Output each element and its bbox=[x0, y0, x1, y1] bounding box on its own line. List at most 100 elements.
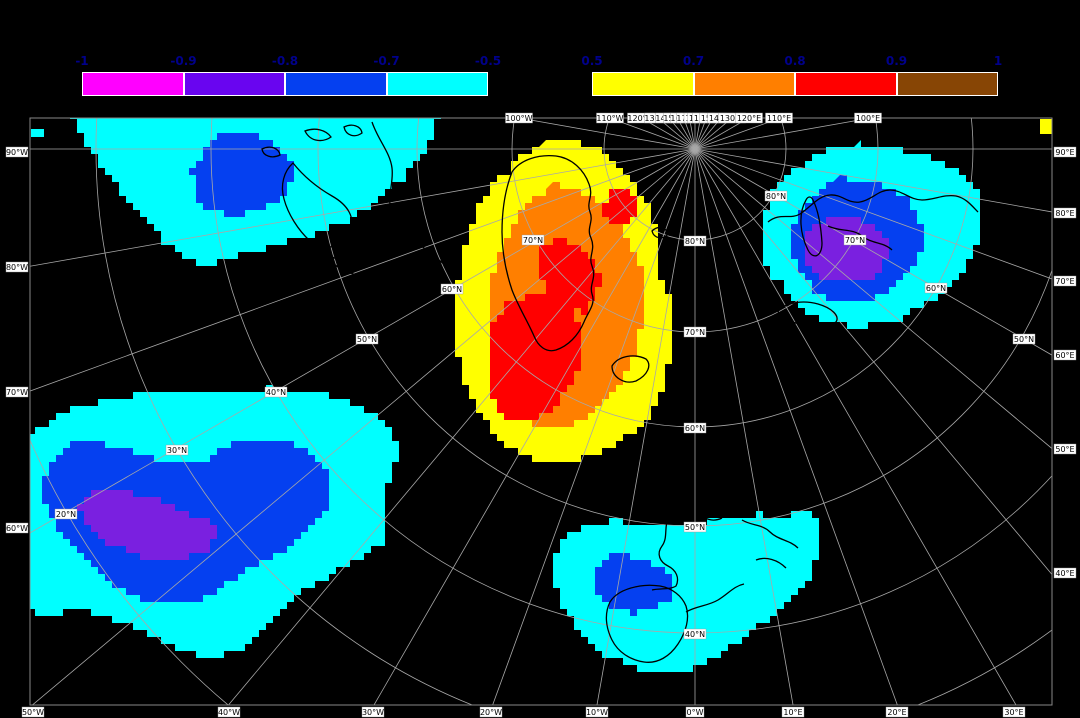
grid-label: 0°W bbox=[685, 706, 705, 718]
colorbar-negative-segment bbox=[386, 72, 488, 96]
svg-text:60°N: 60°N bbox=[685, 424, 705, 433]
colorbar-positive-tick-label: 0.5 bbox=[581, 54, 603, 68]
svg-text:70°N: 70°N bbox=[685, 328, 705, 337]
grid-label: 40°W bbox=[217, 706, 241, 718]
meridian-line bbox=[694, 118, 874, 150]
grid-label: 60°E bbox=[1053, 349, 1077, 361]
grid-label: 100°W bbox=[505, 112, 533, 124]
coastline-path bbox=[281, 162, 353, 248]
svg-text:40°N: 40°N bbox=[685, 630, 705, 639]
grid-label: 10°W bbox=[585, 706, 609, 718]
coastline-path bbox=[651, 226, 669, 239]
grid-label: 60°N bbox=[683, 422, 707, 434]
region-greenland-red-south bbox=[490, 294, 581, 427]
colorbar-positive-tick-label: 1 bbox=[993, 54, 1003, 68]
svg-text:50°N: 50°N bbox=[685, 523, 705, 532]
meridian-line bbox=[596, 148, 696, 705]
colorbar-negative-segment bbox=[183, 72, 285, 96]
meridian-line bbox=[694, 118, 750, 150]
grid-label: 70°W bbox=[5, 386, 29, 398]
colorbar-positive-segment bbox=[592, 72, 694, 96]
meridian-line bbox=[694, 118, 733, 150]
colorbar-positive-tick-label: 0.7 bbox=[682, 54, 705, 68]
svg-text:70°N: 70°N bbox=[523, 236, 543, 245]
svg-text:90°W: 90°W bbox=[6, 148, 28, 157]
colorbar-positive bbox=[592, 72, 998, 96]
meridian-line bbox=[30, 148, 696, 392]
svg-text:60°N: 60°N bbox=[442, 285, 462, 294]
meridian-line bbox=[694, 148, 1052, 356]
coastline-path bbox=[343, 124, 363, 137]
grid-label: 70°N bbox=[843, 234, 867, 246]
meridian-line bbox=[694, 118, 782, 150]
svg-text:50°W: 50°W bbox=[22, 708, 44, 717]
grid-label: 70°N bbox=[521, 234, 545, 246]
meridian-line bbox=[689, 118, 696, 150]
svg-text:20°N: 20°N bbox=[56, 510, 76, 519]
grid-label: 80°W bbox=[5, 261, 29, 273]
grid-label: 60°N bbox=[924, 282, 948, 294]
meridian-line bbox=[694, 118, 722, 150]
colorbar-negative bbox=[82, 72, 488, 96]
coastline-path bbox=[605, 584, 689, 663]
svg-text:110°E: 110°E bbox=[767, 114, 791, 123]
colorbar-negative-tick-label: -0.8 bbox=[271, 54, 299, 68]
meridian-line bbox=[694, 118, 707, 150]
grid-label: 80°E bbox=[1053, 207, 1077, 219]
map-frame bbox=[29, 117, 1053, 706]
grid-label: 50°N bbox=[1012, 333, 1036, 345]
grid-label: 40°N bbox=[683, 628, 707, 640]
svg-text:40°N: 40°N bbox=[266, 388, 286, 397]
coastline-path bbox=[651, 517, 679, 591]
meridian-line bbox=[694, 148, 898, 705]
svg-text:110°W: 110°W bbox=[596, 114, 623, 123]
region-siberia-purple bbox=[805, 217, 889, 280]
svg-text:80°W: 80°W bbox=[6, 263, 28, 272]
grid-label: 40°N bbox=[264, 386, 288, 398]
colorbar-negative-tick-label: -0.7 bbox=[373, 54, 400, 68]
colorbar-negative-tick-label: -1 bbox=[75, 54, 89, 68]
edge-cyan-cell bbox=[31, 129, 44, 137]
svg-text:30°E: 30°E bbox=[1004, 708, 1023, 717]
coastline-path bbox=[304, 128, 332, 142]
svg-text:70°W: 70°W bbox=[6, 388, 28, 397]
grid-label: 50°N bbox=[355, 333, 379, 345]
meridian-line bbox=[694, 148, 1052, 576]
svg-text:130°E: 130°E bbox=[720, 114, 744, 123]
coastline-path bbox=[501, 154, 595, 352]
meridian-line bbox=[694, 118, 701, 150]
svg-text:120°W: 120°W bbox=[627, 114, 654, 123]
grid-label: 30°E bbox=[1002, 706, 1026, 718]
meridian-line bbox=[694, 148, 1052, 280]
grid-label: 80°N bbox=[764, 190, 788, 202]
grid-label: 100°E bbox=[854, 112, 882, 124]
svg-text:20°E: 20°E bbox=[887, 708, 906, 717]
meridian-line bbox=[373, 148, 696, 705]
grid-label: 80°N bbox=[683, 235, 707, 247]
svg-text:30°W: 30°W bbox=[362, 708, 384, 717]
region-europe-cyan bbox=[553, 511, 819, 672]
grid-label: 30°W bbox=[361, 706, 385, 718]
region-atlantic-purple bbox=[77, 490, 217, 560]
svg-text:50°N: 50°N bbox=[1014, 335, 1034, 344]
svg-text:90°E: 90°E bbox=[1055, 148, 1074, 157]
colorbar-negative-segment bbox=[82, 72, 184, 96]
coastline-path bbox=[371, 121, 449, 269]
grid-label: 90°W bbox=[5, 146, 29, 158]
svg-text:60°W: 60°W bbox=[6, 524, 28, 533]
svg-text:40°W: 40°W bbox=[218, 708, 240, 717]
grid-label: 110°E bbox=[765, 112, 793, 124]
grid-label: 10°E bbox=[781, 706, 805, 718]
coastline-path bbox=[699, 513, 723, 521]
coastline-path bbox=[611, 355, 650, 383]
grid-label: 40°E bbox=[1053, 567, 1077, 579]
grid-label: 60°W bbox=[5, 522, 29, 534]
grid-label: 20°W bbox=[479, 706, 503, 718]
svg-text:80°N: 80°N bbox=[685, 237, 705, 246]
grid-label: 50°E bbox=[1053, 443, 1077, 455]
colorbar-positive-segment bbox=[693, 72, 795, 96]
svg-text:30°N: 30°N bbox=[167, 446, 187, 455]
colorbar-positive-tick-label: 0.9 bbox=[885, 54, 908, 68]
